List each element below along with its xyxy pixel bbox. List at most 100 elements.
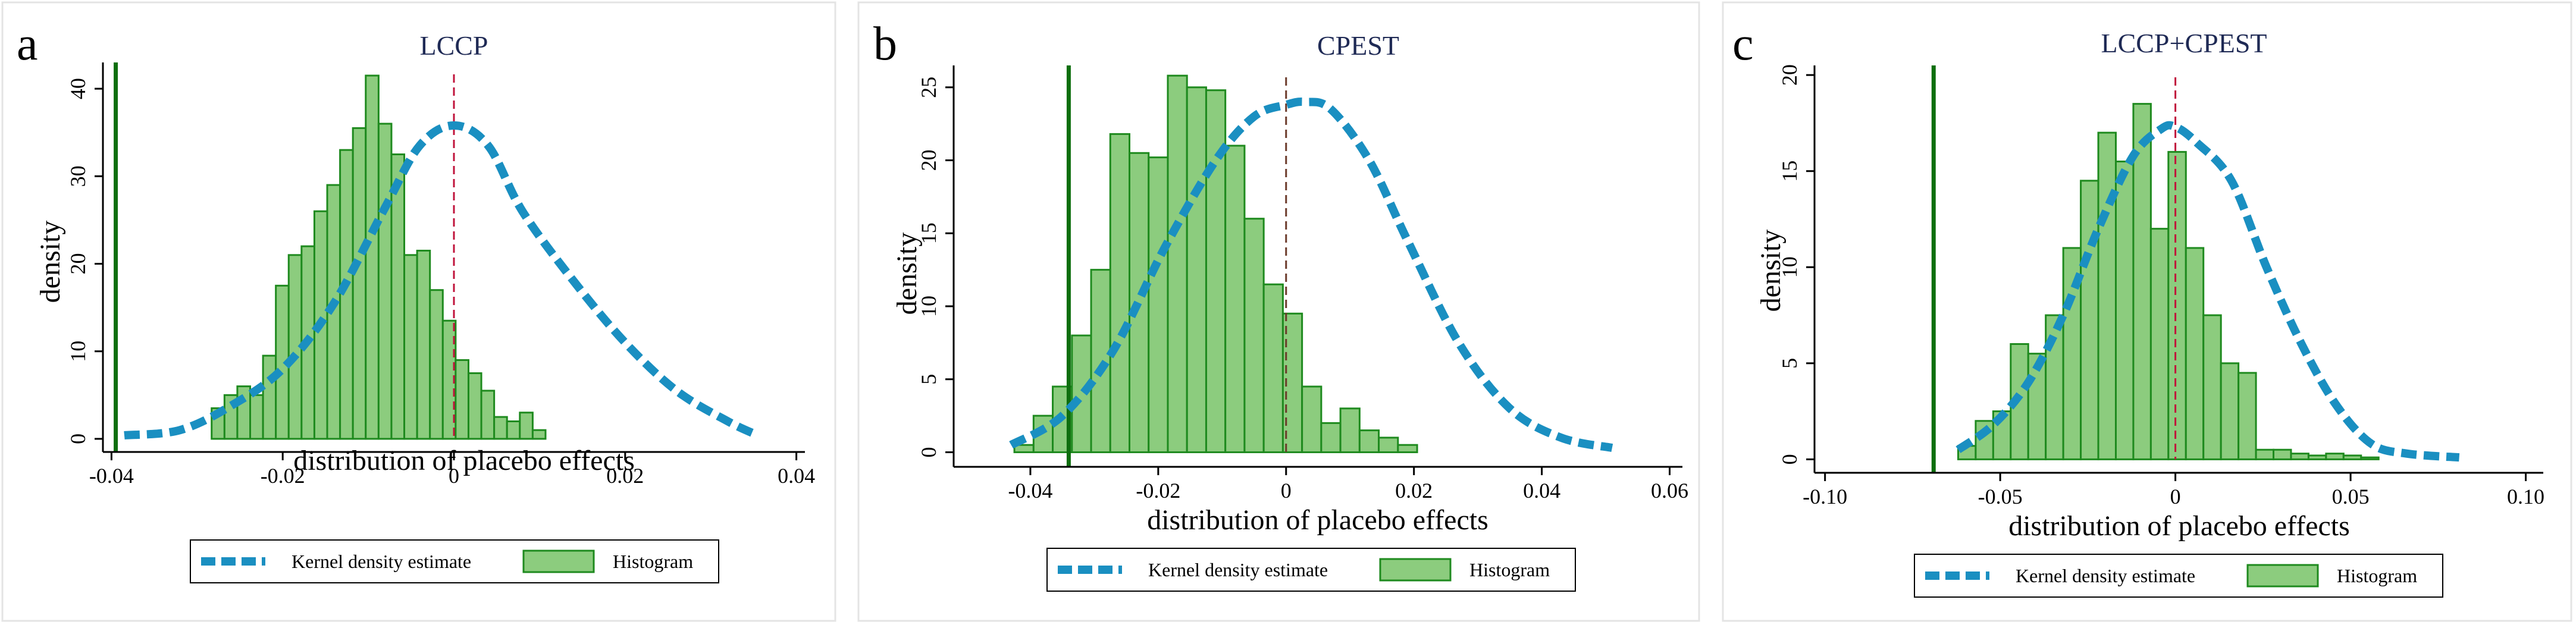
- panel-c-title: LCCP+CPEST: [2101, 28, 2267, 58]
- histogram-bar: [1186, 86, 1207, 453]
- histogram-bar: [480, 390, 496, 440]
- histogram-bar: [2080, 180, 2099, 460]
- histogram-bar: [377, 123, 393, 440]
- histogram-bar: [1243, 218, 1265, 453]
- y-tick-label: 20: [1778, 64, 1801, 86]
- x-tick-label: 0.10: [2507, 485, 2544, 508]
- y-tick-label: 0: [66, 434, 90, 444]
- panel-a-letter: a: [17, 18, 38, 70]
- y-tick-label: 40: [66, 78, 90, 99]
- histogram-bar: [249, 394, 264, 440]
- histogram-bar: [1339, 407, 1361, 453]
- histogram-bar: [416, 249, 431, 440]
- legend-box: [1046, 548, 1576, 592]
- histogram-bar: [352, 127, 367, 440]
- panel-frame-a: [1, 1, 836, 622]
- y-tick-label: 5: [917, 374, 941, 385]
- histogram-bar: [506, 420, 521, 440]
- x-tick-label: -0.05: [1978, 485, 2023, 508]
- x-tick-label: 0: [449, 464, 459, 488]
- histogram-bar: [1262, 283, 1284, 453]
- x-tick-label: -0.02: [261, 464, 305, 488]
- legend-box: [1914, 554, 2443, 598]
- y-tick-label: 10: [917, 296, 941, 317]
- panel-a-ylabel: density: [35, 221, 66, 303]
- histogram-bar: [236, 385, 252, 440]
- y-tick-label: 5: [1778, 358, 1801, 369]
- legend-hist-swatch: [2246, 564, 2319, 588]
- legend-hist-label: Histogram: [1469, 559, 1550, 580]
- y-tick-label: 10: [1778, 256, 1801, 278]
- histogram-bar: [403, 254, 418, 440]
- panel-b-ylabel: density: [891, 233, 923, 315]
- y-tick-label: 20: [66, 253, 90, 275]
- histogram-bar: [519, 412, 534, 440]
- histogram-bar: [1378, 437, 1399, 453]
- histogram-bar: [531, 429, 547, 440]
- histogram-bar: [2273, 448, 2292, 460]
- histogram-bar: [1109, 133, 1131, 453]
- panel-b: b CPEST density distribution of placebo …: [873, 18, 1688, 592]
- panel-b-legend: Kernel density estimate Histogram: [1046, 548, 1576, 592]
- panel-c-plot: 0 5 10 15 20 -0.10 -0.05 0 0.05 0.10: [1778, 64, 2544, 508]
- x-tick-label: -0.10: [1803, 485, 1847, 508]
- x-tick-label: 0.02: [606, 464, 644, 488]
- histogram-bar: [2097, 131, 2117, 460]
- histogram-bar: [1205, 89, 1227, 453]
- panel-b-plot: 0 5 10 15 20 25 -0.04 -0.02 0 0.02 0.04 0.06: [917, 65, 1688, 503]
- histogram-bar: [493, 416, 508, 440]
- histogram-bar: [1301, 385, 1323, 453]
- histogram-bar: [2290, 453, 2309, 460]
- histogram-bar: [1071, 334, 1092, 453]
- legend-hist-swatch: [522, 550, 595, 573]
- histogram-bar: [2202, 314, 2222, 460]
- panel-b-letter: b: [873, 18, 897, 70]
- x-tick-label: 0.06: [1651, 479, 1688, 503]
- legend-kde-label: Kernel density estimate: [292, 551, 471, 572]
- y-tick-label: 0: [917, 447, 941, 457]
- histogram-bar: [455, 359, 469, 440]
- histogram-bar: [2307, 454, 2327, 460]
- x-tick-label: -0.04: [1008, 479, 1052, 503]
- histogram-bar: [1129, 152, 1150, 453]
- legend-box: [190, 539, 719, 583]
- x-tick-label: -0.02: [1136, 479, 1180, 503]
- legend-hist-label: Histogram: [613, 551, 693, 572]
- histogram-bar: [429, 289, 444, 440]
- x-tick-label: 0.04: [778, 464, 815, 488]
- kde-curve: [1009, 98, 1613, 452]
- panel-c-letter: c: [1732, 18, 1754, 70]
- histogram-bar: [2185, 247, 2205, 460]
- legend-hist-label: Histogram: [2337, 565, 2417, 586]
- y-tick-label: 10: [66, 341, 90, 362]
- histogram-bar: [2255, 448, 2275, 460]
- x-tick-label: 0.02: [1395, 479, 1433, 503]
- histogram-bar: [1224, 145, 1246, 453]
- histogram-bar: [1090, 269, 1111, 453]
- y-tick-label: 20: [917, 150, 941, 171]
- histogram-bar: [2114, 161, 2135, 460]
- x-tick-label: 0: [2170, 485, 2181, 508]
- histogram-bar: [2325, 453, 2345, 460]
- y-tick-label: 25: [917, 77, 941, 98]
- panel-a: a LCCP density distribution of placebo e…: [17, 18, 815, 583]
- x-tick-label: 0.04: [1523, 479, 1560, 503]
- histogram-bar: [2360, 456, 2380, 460]
- kde-curve: [1955, 121, 2460, 462]
- histogram-bar: [1975, 420, 1994, 460]
- x-tick-label: 0: [1281, 479, 1292, 503]
- histogram-bar: [2220, 362, 2240, 460]
- panel-a-plot: 0 10 20 30 40 -0.04 -0.02 0 0.02 0.04: [66, 62, 815, 488]
- histogram-bar: [467, 372, 482, 440]
- panel-c: c LCCP+CPEST density distribution of pla…: [1732, 18, 2544, 598]
- panel-c-legend: Kernel density estimate Histogram: [1914, 554, 2443, 598]
- panel-a-title: LCCP: [419, 30, 488, 61]
- histogram-bar: [1167, 74, 1188, 453]
- histogram-bar: [2149, 228, 2170, 460]
- histogram-bar: [2237, 372, 2257, 460]
- legend-hist-swatch: [1379, 558, 1452, 582]
- y-tick-label: 0: [1778, 454, 1801, 464]
- legend-kde-label: Kernel density estimate: [2016, 565, 2195, 586]
- panel-b-xlabel: distribution of placebo effects: [1147, 504, 1488, 536]
